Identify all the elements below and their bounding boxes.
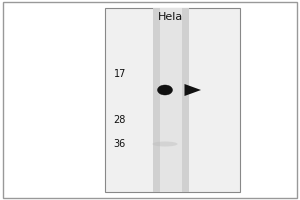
- Bar: [105, 8, 240, 192]
- Text: Hela: Hela: [158, 12, 184, 22]
- Bar: [160, 8, 182, 192]
- Bar: [153, 8, 189, 192]
- Ellipse shape: [152, 142, 178, 146]
- Text: 28: 28: [114, 115, 126, 125]
- Text: 17: 17: [114, 69, 126, 79]
- Polygon shape: [184, 84, 201, 96]
- Circle shape: [158, 85, 172, 95]
- Text: 36: 36: [114, 139, 126, 149]
